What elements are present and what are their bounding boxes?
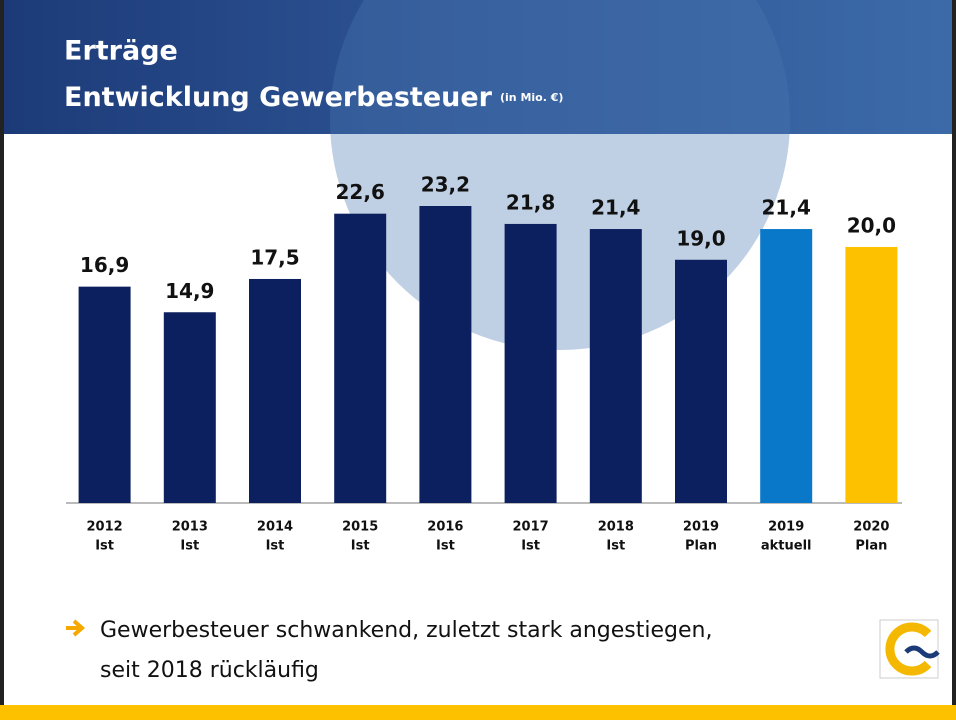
x-tick-label: 2013 (172, 520, 208, 535)
x-tick-label: Ist (180, 539, 199, 554)
value-label: 21,4 (591, 196, 640, 220)
right-edge (952, 0, 956, 720)
x-tick-label: 2019 (683, 520, 719, 535)
unit: (in Mio. €) (500, 91, 563, 104)
x-tick-label: 2017 (513, 520, 549, 535)
bar (163, 312, 216, 503)
x-tick-label: 2016 (427, 520, 463, 535)
bar (249, 278, 301, 503)
bar (760, 229, 813, 504)
footer-line: seit 2018 rückläufig (100, 658, 319, 683)
bar (419, 206, 472, 503)
bar (334, 213, 387, 503)
value-label: 21,8 (506, 190, 555, 214)
bar (675, 259, 727, 503)
x-tick-label: 2018 (598, 520, 634, 535)
x-tick-label: Plan (685, 539, 717, 554)
bars: 16,9 2012 Ist 14,9 2013 Ist 17,5 2014 Ist 22,6 201… (78, 173, 898, 554)
x-tick-label: Ist (266, 539, 285, 554)
value-label: 23,2 (421, 173, 470, 197)
footer-band (0, 705, 956, 720)
value-label: 19,0 (676, 226, 725, 250)
bar (504, 223, 557, 503)
x-tick-label: Ist (436, 539, 455, 554)
value-label: 14,9 (165, 279, 214, 303)
subtitle-text: Entwicklung Gewerbesteuer (64, 82, 493, 113)
value-label: 22,6 (336, 180, 385, 204)
x-tick-label: 2014 (257, 520, 293, 535)
bar (845, 246, 898, 503)
bar (78, 286, 131, 503)
value-label: 21,4 (762, 196, 811, 220)
title: Erträge (64, 36, 178, 67)
subtitle: Entwicklung Gewerbesteuer (in Mio. €) (64, 82, 563, 113)
x-tick-label: Plan (855, 539, 887, 554)
x-tick-label: 2020 (853, 520, 889, 535)
x-tick-label: 2015 (342, 520, 378, 535)
arrow (66, 619, 86, 637)
value-label: 20,0 (847, 213, 896, 237)
x-tick-label: Ist (95, 539, 114, 554)
left-edge (0, 0, 4, 720)
x-tick-label: 2012 (87, 520, 123, 535)
footer-line: Gewerbesteuer schwankend, zuletzt stark … (100, 618, 712, 643)
logo-arc (885, 622, 932, 676)
logo (879, 619, 940, 679)
value-label: 16,9 (80, 253, 129, 277)
x-tick-label: Ist (606, 539, 625, 554)
x-tick-label: 2019 (768, 520, 804, 535)
x-tick-label: aktuell (761, 539, 812, 554)
value-label: 17,5 (250, 245, 299, 269)
header-band (0, 0, 956, 134)
bar (589, 229, 642, 504)
x-tick-label: Ist (351, 539, 370, 554)
logo-wave (904, 645, 940, 659)
x-tick-label: Ist (521, 539, 540, 554)
